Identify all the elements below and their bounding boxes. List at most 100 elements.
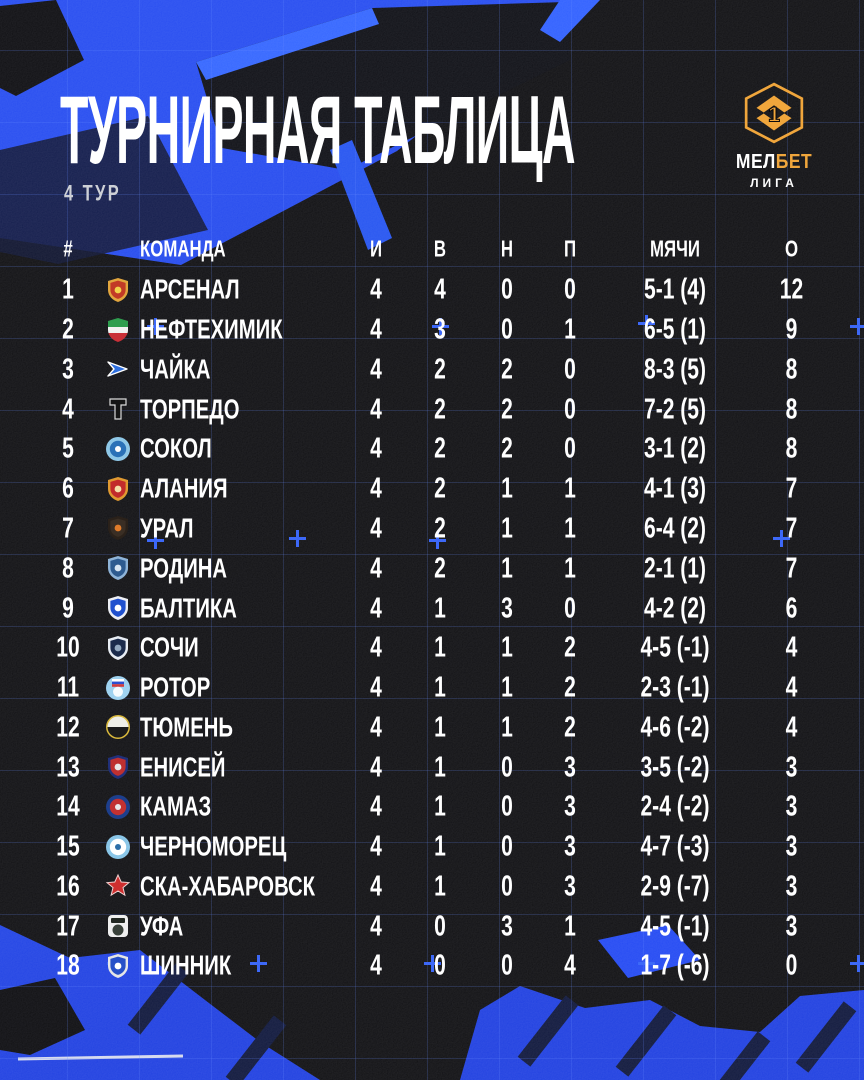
goals-cell: 5-1 (4): [643, 273, 707, 306]
table-row: 18 ШИННИК 4 0 0 4 1-7 (-6) 0: [40, 946, 832, 986]
points-cell: 4: [785, 631, 798, 663]
goals-cell: 2-3 (-1): [640, 671, 710, 703]
header-col-goals: МЯЧИ: [650, 237, 700, 262]
ural-logo-icon: [96, 515, 140, 541]
losses-cell: 1: [564, 313, 576, 345]
points-cell: 3: [785, 830, 798, 862]
goals-cell: 4-5 (-1): [640, 909, 710, 942]
team-name-cell: УРАЛ: [140, 512, 194, 544]
wins-cell: 2: [434, 353, 446, 385]
goals-cell: 2-1 (1): [643, 551, 707, 584]
points-cell: 7: [785, 512, 798, 544]
round-label: 4 ТУР: [64, 182, 122, 207]
alania-logo-icon: [96, 476, 140, 502]
draws-cell: 0: [501, 273, 513, 306]
losses-cell: 3: [564, 750, 576, 783]
baltika-logo-icon: [96, 595, 140, 621]
table-row: 2 НЕФТЕХИМИК 4 3 0 1 6-5 (1) 9: [40, 310, 832, 350]
table-row: 12 ТЮМЕНЬ 4 1 1 2 4-6 (-2) 4: [40, 707, 832, 747]
position-cell: 17: [56, 909, 80, 942]
draws-cell: 2: [501, 353, 513, 385]
position-cell: 5: [62, 432, 74, 465]
points-cell: 4: [785, 711, 798, 743]
table-row: 4 ТОРПЕДО 4 2 2 0 7-2 (5) 8: [40, 389, 832, 429]
games-cell: 4: [370, 392, 382, 425]
position-cell: 15: [56, 830, 80, 862]
wins-cell: 1: [434, 711, 446, 743]
position-cell: 1: [62, 273, 74, 306]
ska-khabarovsk-logo-icon: [96, 873, 140, 899]
tyumen-logo-icon: [96, 714, 140, 740]
draws-cell: 0: [501, 830, 513, 862]
goals-cell: 1-7 (-6): [640, 949, 710, 982]
games-cell: 4: [370, 472, 382, 504]
team-name-cell: КАМАЗ: [140, 790, 212, 823]
stair-shadow: [225, 1015, 287, 1080]
position-cell: 7: [62, 512, 74, 544]
points-cell: 8: [785, 353, 798, 385]
team-name-cell: СОКОЛ: [140, 432, 212, 465]
losses-cell: 1: [564, 551, 576, 584]
team-name-cell: РОТОР: [140, 671, 211, 703]
table-row: 10 СОЧИ 4 1 1 2 4-5 (-1) 4: [40, 628, 832, 668]
losses-cell: 0: [564, 432, 576, 465]
draws-cell: 0: [501, 949, 513, 982]
games-cell: 4: [370, 671, 382, 703]
games-cell: 4: [370, 711, 382, 743]
wins-cell: 1: [434, 870, 446, 902]
table-row: 17 УФА 4 0 3 1 4-5 (-1) 3: [40, 906, 832, 946]
goals-cell: 4-2 (2): [643, 591, 707, 624]
melbet-badge-icon: 1: [744, 82, 804, 144]
position-cell: 14: [56, 790, 80, 823]
losses-cell: 1: [564, 472, 576, 504]
table-row: 15 ЧЕРНОМОРЕЦ 4 1 0 3 4-7 (-3) 3: [40, 827, 832, 867]
points-cell: 3: [785, 870, 798, 902]
games-cell: 4: [370, 830, 382, 862]
points-cell: 7: [785, 472, 798, 504]
losses-cell: 2: [564, 711, 576, 743]
draws-cell: 3: [501, 591, 513, 624]
losses-cell: 1: [564, 909, 576, 942]
games-cell: 4: [370, 631, 382, 663]
goals-cell: 3-1 (2): [643, 432, 707, 465]
games-cell: 4: [370, 870, 382, 902]
position-cell: 9: [62, 591, 74, 624]
wins-cell: 2: [434, 392, 446, 425]
table-row: 14 КАМАЗ 4 1 0 3 2-4 (-2) 3: [40, 787, 832, 827]
table-row: 13 ЕНИСЕЙ 4 1 0 3 3-5 (-2) 3: [40, 747, 832, 787]
games-cell: 4: [370, 790, 382, 823]
page-title: ТУРНИРНАЯ ТАБЛИЦА: [60, 76, 576, 185]
goals-cell: 2-4 (-2): [640, 790, 710, 823]
standings-table: # КОМАНДА И В Н П МЯЧИ О 1 АРСЕНАЛ 4 4 0 0 5-1 (4) 12 2…: [40, 230, 832, 986]
goals-cell: 8-3 (5): [643, 353, 707, 385]
goals-cell: 3-5 (-2): [640, 750, 710, 783]
wins-cell: 1: [434, 830, 446, 862]
draws-cell: 1: [501, 671, 513, 703]
games-cell: 4: [370, 591, 382, 624]
wins-cell: 2: [434, 472, 446, 504]
position-cell: 8: [62, 551, 74, 584]
wins-cell: 3: [434, 313, 446, 345]
team-name-cell: ЕНИСЕЙ: [140, 750, 226, 783]
table-body: 1 АРСЕНАЛ 4 4 0 0 5-1 (4) 12 2 НЕФТЕХИМИК 4 3 0 1 6-5 …: [40, 270, 832, 986]
stair-shadow: [795, 1001, 857, 1073]
losses-cell: 3: [564, 790, 576, 823]
goals-cell: 4-6 (-2): [640, 711, 710, 743]
rodina-logo-icon: [96, 555, 140, 581]
wins-cell: 0: [434, 909, 446, 942]
points-cell: 9: [785, 313, 798, 345]
draws-cell: 0: [501, 750, 513, 783]
position-cell: 10: [56, 631, 80, 663]
points-cell: 3: [785, 750, 798, 783]
header-col-draws: Н: [500, 237, 514, 262]
draws-cell: 2: [501, 392, 513, 425]
table-row: 7 УРАЛ 4 2 1 1 6-4 (2) 7: [40, 509, 832, 549]
position-cell: 2: [62, 313, 74, 345]
draws-cell: 3: [501, 909, 513, 942]
plus-mark: [850, 318, 864, 335]
team-name-cell: РОДИНА: [140, 551, 228, 584]
games-cell: 4: [370, 949, 382, 982]
table-header: # КОМАНДА И В Н П МЯЧИ О: [40, 230, 832, 270]
sochi-logo-icon: [96, 635, 140, 661]
enisey-logo-icon: [96, 754, 140, 780]
